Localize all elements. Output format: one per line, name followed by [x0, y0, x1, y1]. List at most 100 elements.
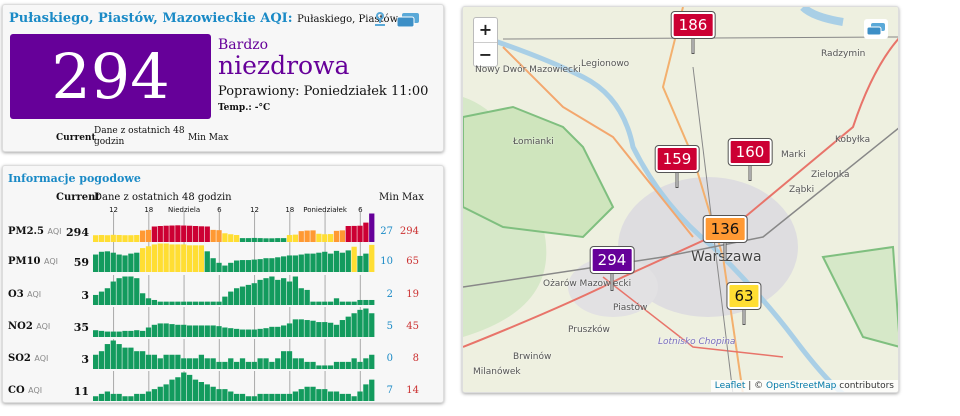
history-bar: [175, 225, 181, 242]
history-bar: [369, 213, 375, 242]
history-bar: [210, 386, 216, 401]
history-bar: [304, 361, 310, 369]
history-bar: [339, 361, 346, 369]
station-marker[interactable]: 186: [670, 11, 716, 39]
map[interactable]: + − Nowy Dwór Mazowiecki Legionowo Radzymi…: [462, 6, 899, 393]
min-value: 0: [386, 353, 393, 364]
history-bar: [363, 358, 369, 369]
history-bar: [157, 386, 163, 401]
station-marker[interactable]: 63: [726, 282, 762, 310]
history-bar: [134, 330, 140, 337]
pollutant-label: CO AQI: [8, 385, 42, 396]
history-bar: [292, 391, 299, 401]
history-bar: [175, 324, 181, 337]
station-marker[interactable]: 159: [654, 145, 700, 173]
history-bar: [251, 361, 257, 369]
time-tick-label: 6: [358, 206, 363, 214]
history-bar: [239, 260, 246, 272]
history-bar: [140, 230, 146, 242]
history-bar: [333, 298, 340, 305]
aqi-level-line2: niezdrowa: [218, 51, 350, 80]
history-bar: [98, 235, 105, 242]
history-bar: [333, 324, 340, 337]
history-bar: [357, 391, 363, 401]
zoom-in-button[interactable]: +: [478, 20, 493, 39]
history-bar: [187, 358, 193, 369]
history-bar: [204, 325, 210, 337]
history-bar: [298, 288, 304, 305]
history-bar: [187, 225, 193, 242]
town-label: Pruszków: [568, 325, 610, 335]
town-label: Kobyłka: [835, 135, 871, 145]
history-bar: [369, 244, 375, 272]
history-bar: [93, 235, 99, 242]
unit-label: AQI: [36, 322, 51, 331]
history-bar: [228, 358, 234, 369]
history-bar: [222, 327, 228, 337]
history-bar: [328, 322, 334, 337]
history-bar: [210, 325, 216, 337]
history-bar: [328, 301, 334, 305]
history-bar: [310, 230, 316, 242]
history-bar: [93, 396, 99, 401]
station-marker[interactable]: 136: [702, 215, 748, 243]
history-bar: [216, 262, 222, 272]
current-value: 35: [73, 321, 89, 334]
weather-card: Informacje pogodowe Current Dane z ostat…: [2, 165, 444, 403]
layers-icon[interactable]: [864, 19, 888, 43]
history-bar: [128, 235, 134, 242]
history-bar: [345, 316, 351, 337]
station-marker[interactable]: 160: [727, 138, 773, 166]
history-bar: [357, 299, 363, 305]
history-bar: [151, 324, 158, 337]
history-bar: [216, 301, 222, 305]
updated-time: Poprawiony: Poniedziałek 11:00: [218, 84, 429, 99]
history-bar: [322, 389, 328, 401]
history-bar: [128, 330, 134, 337]
history-bar: [333, 250, 340, 272]
time-tick-label: 18: [144, 206, 154, 214]
history-bar: [257, 259, 263, 272]
history-bar: [181, 225, 187, 242]
history-bar: [157, 358, 163, 369]
history-bar: [204, 226, 210, 242]
header-minmax: Min Max: [379, 192, 424, 203]
unit-label: AQI: [28, 386, 43, 395]
zoom-out-button[interactable]: −: [474, 42, 497, 66]
aqi-value-box: 294: [10, 34, 211, 119]
history-bar: [245, 284, 252, 305]
header-history: Dane z ostatnich 48 godzin: [94, 192, 232, 203]
history-bar: [322, 322, 328, 337]
history-bar: [333, 361, 340, 369]
station-marker[interactable]: 294: [589, 246, 635, 274]
history-bar: [298, 319, 304, 337]
town-label: Zielonka: [811, 170, 850, 180]
history-bar: [304, 230, 310, 242]
current-value: 294: [66, 226, 89, 239]
history-bar: [281, 351, 287, 369]
history-bar: [286, 255, 293, 272]
history-bar: [339, 320, 346, 337]
history-bar: [281, 238, 287, 242]
history-bar: [157, 226, 163, 242]
history-bar: [145, 327, 152, 337]
leaflet-link[interactable]: Leaflet: [714, 381, 746, 391]
header-current: Current: [56, 192, 101, 203]
history-bar: [304, 386, 310, 401]
history-bar: [245, 238, 252, 242]
map-pin-icon[interactable]: [373, 11, 387, 31]
history-bar: [245, 361, 252, 369]
history-bar: [228, 234, 234, 242]
history-bar: [128, 396, 134, 401]
layers-icon[interactable]: [396, 12, 419, 31]
history-bar: [310, 320, 316, 337]
unit-label: AQI: [27, 290, 42, 299]
history-bar: [140, 393, 146, 401]
history-bar: [316, 365, 322, 369]
history-bar: [145, 229, 152, 242]
header-current: Current: [56, 133, 96, 143]
history-bar: [322, 365, 328, 369]
history-bar: [169, 225, 175, 242]
history-bar: [304, 289, 310, 305]
osm-link[interactable]: OpenStreetMap: [766, 381, 837, 391]
